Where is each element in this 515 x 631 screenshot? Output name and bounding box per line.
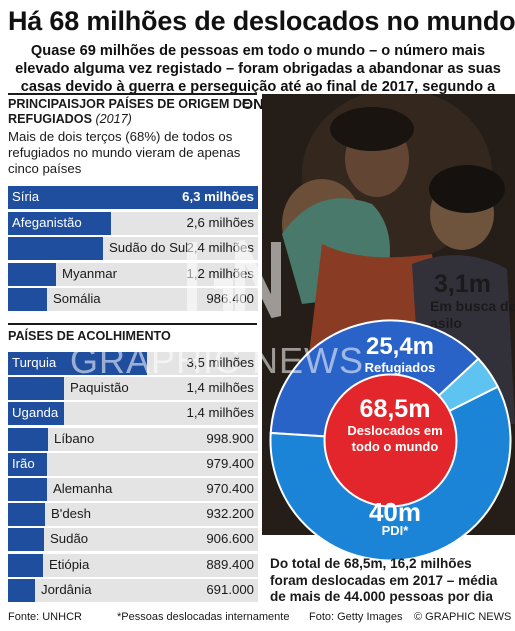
host-bar	[8, 377, 64, 401]
bottom-note: Do total de 68,5m, 16,2 milhões foram de…	[270, 556, 498, 604]
origin-row: Afeganistão 2,6 milhões	[8, 211, 258, 235]
origin-country: Sudão do Sul	[109, 240, 189, 255]
asylum-label: Em busca de asilo	[430, 298, 515, 331]
origin-bar	[8, 211, 111, 235]
host-country: Etiópia	[49, 556, 90, 572]
page-subtitle: Quase 69 milhões de pessoas em todo o mu…	[15, 43, 501, 113]
origin-row: Síria 6,3 milhões	[8, 186, 258, 209]
page-title: Há 68 milhões de deslocados no mundo	[8, 6, 515, 36]
host-row: Sudão 906.600	[8, 528, 258, 552]
host-bar	[8, 478, 47, 501]
host-bar	[8, 578, 35, 602]
host-bar	[8, 503, 45, 527]
idp-value: 40m	[368, 497, 422, 527]
refugees-value: 25,4m	[365, 333, 435, 360]
footer-footnote: *Pessoas deslocadas internamente	[117, 611, 290, 623]
host-country: Alemanha	[53, 481, 113, 496]
host-value: 979.400	[206, 455, 254, 471]
host-bar	[8, 352, 147, 375]
host-country: Uganda	[12, 405, 59, 421]
origin-country: Síria	[12, 189, 40, 204]
total-displaced-value: 68,5m	[359, 395, 431, 423]
host-value: 906.600	[206, 531, 254, 547]
host-value: 889.400	[206, 556, 254, 572]
section-rule-host	[8, 323, 257, 325]
host-value: 3,5 milhões	[186, 355, 254, 370]
host-bar	[8, 553, 43, 577]
host-row: Paquistão 1,4 milhões	[8, 377, 258, 401]
idp-label: PDI*	[381, 523, 409, 538]
origin-bar	[8, 262, 56, 286]
asylum-value: 3,1m	[434, 270, 491, 298]
origin-bar	[8, 186, 258, 209]
host-country: B'desh	[51, 506, 91, 522]
host-row: Uganda 1,4 milhões	[8, 402, 258, 426]
origin-title-text: PRINCIPAISJOR PAÍSES DE ORIGEM DE REFUGI…	[8, 97, 251, 126]
origin-note: Mais de dois terços (68%) de todos os re…	[8, 129, 241, 176]
origin-country: Somália	[53, 291, 101, 306]
footer-photo-credit: Foto: Getty Images	[309, 611, 403, 623]
host-country: Irão	[12, 455, 35, 471]
origin-year: (2017)	[95, 112, 132, 126]
origin-country: Afeganistão	[12, 214, 82, 230]
origin-bar	[8, 237, 103, 260]
host-country: Turquia	[12, 355, 57, 370]
section-rule-origin	[8, 93, 257, 95]
host-country: Sudão	[50, 531, 89, 547]
host-row: Etiópia 889.400	[8, 553, 258, 577]
displaced-donut-chart	[269, 319, 512, 562]
origin-value: 2,6 milhões	[186, 214, 254, 230]
footer-copyright: © GRAPHIC NEWS	[414, 611, 512, 623]
host-value: 1,4 milhões	[186, 405, 254, 421]
host-bar	[8, 402, 64, 426]
host-bar	[8, 452, 47, 476]
host-section-title: PAÍSES DE ACOLHIMENTO	[8, 329, 171, 343]
origin-country: Myanmar	[62, 265, 117, 281]
host-row: Alemanha 970.400	[8, 478, 258, 501]
footer-source: Fonte: UNHCR	[8, 611, 82, 623]
origin-section-title: PRINCIPAISJOR PAÍSES DE ORIGEM DE REFUGI…	[8, 97, 263, 127]
host-value: 932.200	[206, 506, 254, 522]
origin-bar	[8, 288, 47, 311]
host-country: Líbano	[54, 430, 95, 446]
host-value: 970.400	[206, 481, 254, 496]
host-row: Turquia 3,5 milhões	[8, 352, 258, 375]
host-bar	[8, 528, 44, 552]
host-value: 1,4 milhões	[186, 380, 254, 396]
host-bar	[8, 427, 48, 451]
host-row: Irão 979.400	[8, 452, 258, 476]
host-value: 998.900	[206, 430, 254, 446]
host-row: Líbano 998.900	[8, 427, 258, 451]
host-row: Jordânia 691.000	[8, 578, 258, 602]
watermark-logo-icon	[187, 239, 281, 321]
host-value: 691.000	[206, 581, 254, 597]
host-row: B'desh 932.200	[8, 503, 258, 527]
watermark-text: GRAPHIC NEWS	[70, 340, 365, 381]
refugees-label: Refugiados	[364, 360, 436, 375]
total-displaced-label: Deslocados em todo o mundo	[347, 423, 443, 454]
donut-center	[323, 373, 458, 508]
host-country: Paquistão	[70, 380, 129, 396]
host-country: Jordânia	[41, 581, 92, 597]
origin-value: 6,3 milhões	[182, 189, 254, 204]
